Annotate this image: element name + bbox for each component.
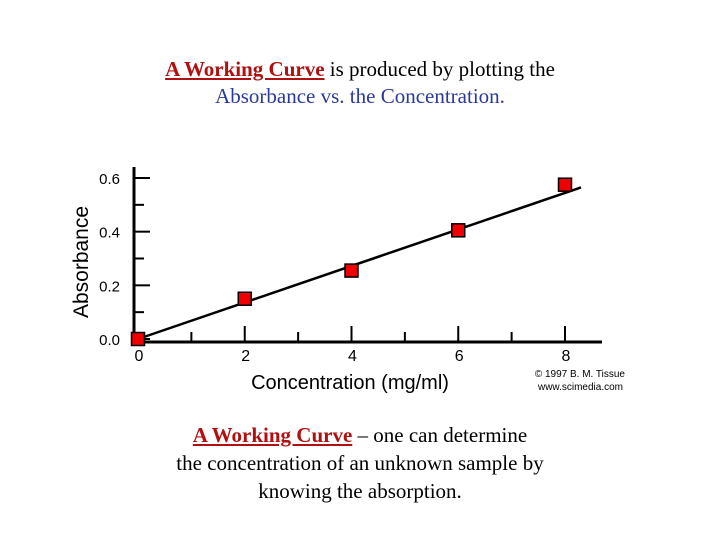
data-point-marker <box>344 263 359 278</box>
working-curve-highlight: A Working Curve <box>165 57 325 81</box>
bottom-caption-line-3: knowing the absorption. <box>258 479 462 503</box>
x-tick-label: 0 <box>135 348 144 365</box>
y-tick-label: 0.6 <box>99 171 120 188</box>
y-tick-label: 0.0 <box>99 332 120 349</box>
top-caption-line-1: A Working Curve is produced by plotting … <box>0 56 720 83</box>
x-tick-label: 2 <box>241 348 250 365</box>
top-caption-line-2: Absorbance vs. the Concentration. <box>215 84 505 108</box>
data-point-marker <box>237 291 252 306</box>
y-axis-label: Absorbance <box>70 206 93 318</box>
x-axis-label: Concentration (mg/ml) <box>251 372 449 394</box>
x-tick-label: 6 <box>455 348 464 365</box>
x-tick-label: 4 <box>348 348 357 365</box>
fit-line <box>137 186 582 341</box>
top-caption-line-1-rest: is produced by plotting the <box>324 57 555 81</box>
y-tick-label: 0.4 <box>99 225 120 242</box>
working-curve-highlight-2: A Working Curve <box>192 423 353 447</box>
data-point-marker <box>130 331 146 347</box>
data-point-marker <box>451 223 466 238</box>
bottom-caption-line-2: the concentration of an unknown sample b… <box>176 451 544 475</box>
data-markers <box>130 177 573 347</box>
credit-line-2: www.scimedia.com <box>537 382 623 393</box>
x-tick-label: 8 <box>562 348 571 365</box>
tick-labels: 0.0 0.2 0.4 0.6 0 2 4 6 8 <box>99 171 570 365</box>
y-tick-label: 0.2 <box>99 278 120 295</box>
bottom-caption: A Working Curve – one can determine the … <box>0 421 720 505</box>
bottom-caption-line-1: A Working Curve – one can determine <box>0 421 720 449</box>
top-caption: A Working Curve is produced by plotting … <box>0 56 720 110</box>
data-point-marker <box>557 177 573 192</box>
credit-line-1: © 1997 B. M. Tissue <box>535 369 626 380</box>
bottom-caption-line-1-rest: – one can determine <box>352 423 528 447</box>
